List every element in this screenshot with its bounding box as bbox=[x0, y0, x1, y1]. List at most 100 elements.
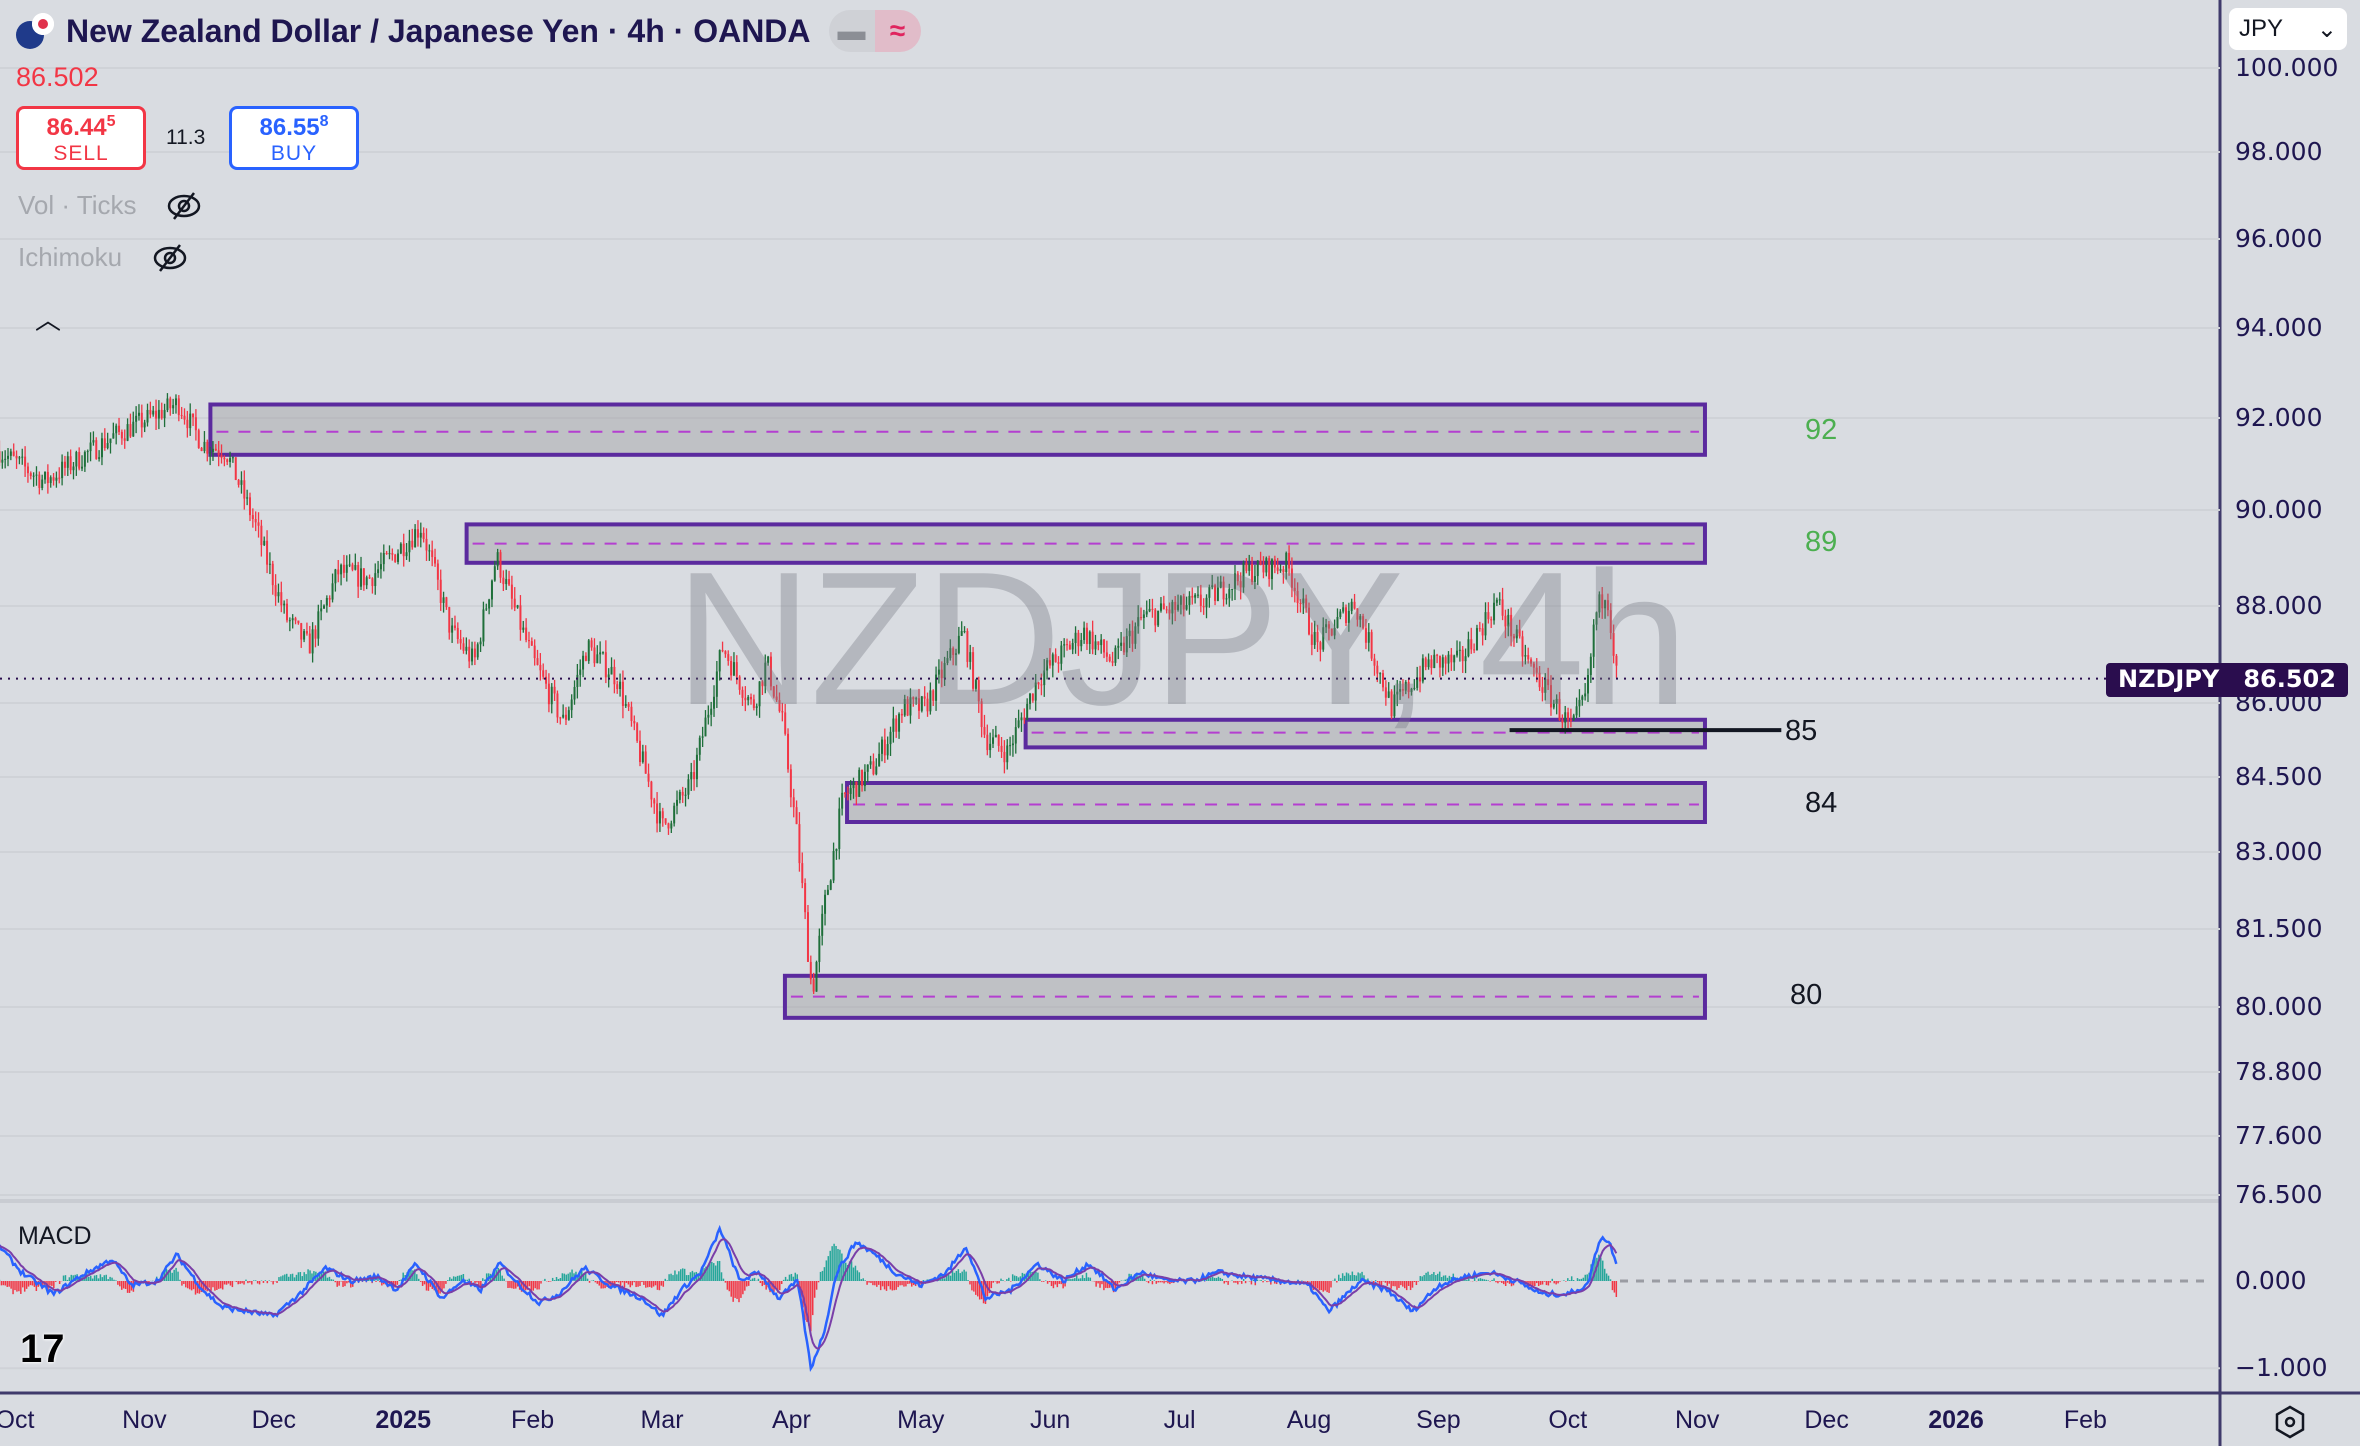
candle bbox=[197, 430, 200, 448]
candle bbox=[889, 731, 892, 745]
candle bbox=[1057, 662, 1060, 664]
candle bbox=[1313, 631, 1316, 645]
candle bbox=[1282, 569, 1285, 573]
candle bbox=[49, 477, 52, 484]
candle bbox=[855, 781, 858, 797]
wave-icon[interactable]: ≈ bbox=[874, 10, 921, 52]
candle bbox=[1248, 564, 1251, 571]
candle bbox=[1601, 594, 1604, 609]
last-price-tag: NZDJPY 86.502 bbox=[2106, 663, 2348, 697]
candle bbox=[843, 792, 846, 794]
currency-select[interactable]: JPY ⌄ bbox=[2229, 8, 2347, 50]
candle bbox=[1512, 636, 1515, 639]
candle bbox=[229, 458, 232, 462]
candle bbox=[1063, 644, 1066, 646]
candle bbox=[775, 696, 778, 701]
buy-button[interactable]: 86.558 BUY bbox=[229, 106, 359, 170]
candle bbox=[365, 577, 368, 586]
indicator-vol-ticks[interactable]: Vol · Ticks bbox=[18, 190, 202, 221]
macd-tick-label: 0.000 bbox=[2235, 1266, 2307, 1295]
candle bbox=[334, 569, 337, 584]
eye-off-icon[interactable] bbox=[166, 191, 202, 221]
candle bbox=[972, 652, 975, 689]
candle bbox=[243, 480, 246, 499]
candle bbox=[821, 913, 824, 936]
candle bbox=[422, 532, 425, 539]
candle bbox=[795, 807, 798, 825]
price-tick-label: 92.000 bbox=[2235, 403, 2323, 432]
candle bbox=[1327, 624, 1330, 629]
candle bbox=[416, 529, 419, 538]
candle bbox=[1336, 617, 1339, 628]
candle bbox=[1430, 659, 1433, 668]
candle bbox=[826, 889, 829, 895]
candle bbox=[1487, 612, 1490, 620]
candle bbox=[462, 643, 465, 651]
currency-flags-icon bbox=[16, 11, 56, 51]
candle bbox=[1407, 681, 1410, 693]
candle bbox=[342, 564, 345, 573]
candle bbox=[493, 566, 496, 581]
candle bbox=[929, 690, 932, 712]
indicator-ichimoku[interactable]: Ichimoku bbox=[18, 242, 188, 273]
candle bbox=[744, 697, 747, 701]
candle bbox=[508, 579, 511, 585]
zone-box bbox=[845, 781, 1707, 824]
candle bbox=[1034, 682, 1037, 701]
candle bbox=[132, 421, 135, 437]
candle bbox=[738, 676, 741, 690]
candle bbox=[792, 797, 795, 808]
candle bbox=[277, 592, 280, 597]
candle bbox=[869, 761, 872, 765]
symbol-title[interactable]: New Zealand Dollar / Japanese Yen · 4h ·… bbox=[66, 12, 811, 49]
candle bbox=[89, 442, 92, 452]
settings-icon[interactable] bbox=[2272, 1404, 2308, 1440]
candle bbox=[1353, 601, 1356, 609]
candle bbox=[878, 753, 881, 767]
candle bbox=[667, 823, 670, 829]
candle bbox=[818, 935, 821, 962]
candle bbox=[909, 697, 912, 716]
tradingview-logo[interactable]: 17 bbox=[20, 1327, 65, 1371]
candle bbox=[1342, 607, 1345, 612]
candle bbox=[1322, 627, 1325, 650]
candle bbox=[758, 681, 761, 707]
candle bbox=[1458, 649, 1461, 651]
candle bbox=[707, 714, 710, 718]
candle bbox=[681, 791, 684, 796]
candle bbox=[237, 480, 240, 485]
candle bbox=[385, 552, 388, 555]
candle bbox=[1555, 698, 1558, 704]
candle bbox=[414, 529, 417, 548]
eye-off-icon[interactable] bbox=[152, 243, 188, 273]
candle bbox=[593, 647, 596, 664]
candle bbox=[747, 696, 750, 701]
candle bbox=[146, 409, 149, 423]
candle bbox=[305, 631, 308, 634]
price-tag-value: 86.502 bbox=[2243, 665, 2336, 693]
collapse-legend-button[interactable]: ︿ bbox=[30, 300, 66, 336]
candle bbox=[135, 415, 138, 422]
candle bbox=[1604, 600, 1607, 609]
candle bbox=[263, 540, 266, 546]
minus-icon[interactable]: ▬ bbox=[828, 10, 875, 52]
candle bbox=[1259, 560, 1262, 566]
sell-label: SELL bbox=[53, 142, 109, 165]
candle bbox=[436, 563, 439, 580]
sell-price: 86.44 bbox=[46, 114, 107, 141]
candle bbox=[715, 671, 718, 697]
candle bbox=[917, 698, 920, 711]
macd-label[interactable]: MACD bbox=[18, 1222, 92, 1250]
candle bbox=[325, 598, 328, 606]
candle bbox=[1379, 673, 1382, 675]
candle bbox=[1572, 715, 1575, 721]
candle bbox=[1524, 655, 1527, 657]
candle bbox=[513, 598, 516, 608]
candle bbox=[428, 550, 431, 552]
candle bbox=[490, 580, 493, 600]
sell-button[interactable]: 86.445 SELL bbox=[16, 106, 146, 170]
indicator-label: Vol · Ticks bbox=[18, 190, 137, 220]
candle bbox=[391, 553, 394, 555]
candle bbox=[937, 669, 940, 675]
